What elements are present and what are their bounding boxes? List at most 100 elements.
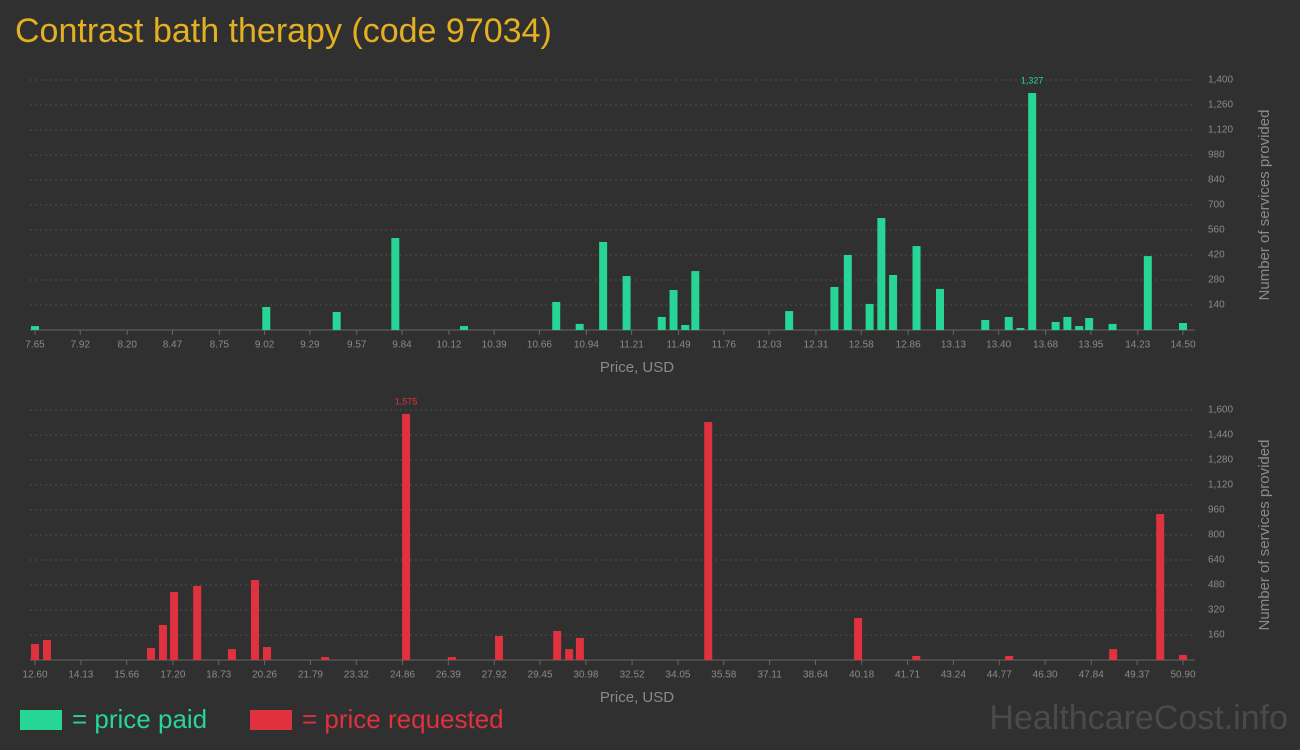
bar — [912, 655, 921, 660]
legend-swatch — [250, 710, 292, 730]
x-tick-label: 23.32 — [344, 670, 369, 681]
x-tick-label: 24.86 — [390, 670, 415, 681]
y-tick-label: 1,280 — [1208, 455, 1233, 466]
x-tick-label: 46.30 — [1033, 670, 1058, 681]
bar — [262, 647, 271, 660]
x-tick-label: 12.58 — [849, 340, 874, 351]
bar — [1028, 93, 1037, 331]
bar — [889, 275, 898, 330]
x-tick-label: 37.11 — [758, 670, 783, 681]
bar — [1085, 318, 1094, 330]
bar — [599, 241, 608, 330]
y-tick-label: 1,120 — [1208, 480, 1233, 491]
x-tick-label: 8.75 — [210, 340, 230, 351]
bar — [332, 311, 341, 330]
legend-label: = price requested — [302, 704, 504, 734]
value-label: 1,327 — [1021, 75, 1044, 85]
bar — [146, 647, 155, 660]
x-tick-label: 13.95 — [1078, 340, 1103, 351]
bar — [657, 316, 666, 330]
y-tick-label: 480 — [1208, 580, 1225, 591]
y-tick-label: 140 — [1208, 300, 1225, 311]
y-tick-label: 640 — [1208, 555, 1225, 566]
x-tick-label: 10.12 — [436, 340, 461, 351]
x-tick-label: 40.18 — [849, 670, 874, 681]
x-tick-label: 10.94 — [574, 340, 599, 351]
legend-label: = price paid — [72, 704, 207, 734]
x-axis-label: Price, USD — [600, 359, 674, 376]
y-tick-label: 1,400 — [1208, 75, 1233, 86]
x-tick-label: 12.86 — [896, 340, 921, 351]
x-tick-label: 18.73 — [206, 670, 231, 681]
bar — [170, 592, 179, 660]
x-tick-label: 17.20 — [160, 670, 185, 681]
bar — [1005, 655, 1014, 660]
x-tick-label: 7.65 — [25, 340, 45, 351]
x-tick-label: 12.60 — [22, 670, 47, 681]
bar — [1108, 323, 1117, 330]
x-tick-label: 9.29 — [300, 340, 320, 351]
x-tick-label: 29.45 — [528, 670, 553, 681]
bar — [704, 422, 713, 660]
bar — [854, 617, 863, 660]
x-tick-label: 26.39 — [436, 670, 461, 681]
x-tick-label: 8.20 — [117, 340, 137, 351]
bar — [31, 644, 39, 660]
y-tick-label: 1,440 — [1208, 430, 1233, 441]
x-tick-label: 20.26 — [252, 670, 277, 681]
y-tick-label: 1,260 — [1208, 100, 1233, 111]
bar — [1109, 649, 1118, 660]
bar — [262, 306, 271, 330]
x-tick-label: 43.24 — [941, 670, 966, 681]
bar — [1075, 326, 1084, 330]
y-tick-label: 1,600 — [1208, 405, 1233, 416]
x-tick-label: 14.13 — [68, 670, 93, 681]
bar — [42, 640, 51, 660]
y-tick-label: 960 — [1208, 505, 1225, 516]
x-tick-label: 11.21 — [619, 340, 644, 351]
bar — [622, 276, 631, 330]
x-axis-label: Price, USD — [600, 689, 674, 706]
y-tick-label: 280 — [1208, 275, 1225, 286]
x-tick-label: 11.76 — [712, 340, 737, 351]
y-tick-label: 160 — [1208, 630, 1225, 641]
x-tick-label: 13.40 — [986, 340, 1011, 351]
x-tick-label: 32.52 — [620, 670, 645, 681]
x-tick-label: 9.02 — [255, 340, 275, 351]
bar — [553, 630, 562, 660]
bar — [691, 271, 700, 330]
x-tick-label: 30.98 — [573, 670, 598, 681]
x-tick-label: 10.39 — [482, 340, 507, 351]
page-title: Contrast bath therapy (code 97034) — [15, 12, 552, 50]
bar — [575, 323, 584, 330]
bar — [830, 286, 839, 330]
bar — [865, 303, 874, 330]
y-axis-label: Number of services provided — [1256, 110, 1273, 301]
bar — [1156, 514, 1165, 660]
y-tick-label: 700 — [1208, 200, 1225, 211]
watermark: HealthcareCost.info — [989, 699, 1288, 737]
x-tick-label: 7.92 — [71, 340, 91, 351]
bar — [552, 301, 561, 330]
x-tick-label: 14.50 — [1170, 340, 1195, 351]
bar — [193, 585, 202, 660]
value-label: 1,575 — [395, 396, 418, 406]
x-tick-label: 21.79 — [298, 670, 323, 681]
bar — [1051, 321, 1060, 330]
bar — [877, 218, 886, 330]
legend-swatch — [20, 710, 62, 730]
x-tick-label: 47.84 — [1079, 670, 1104, 681]
x-tick-label: 8.47 — [163, 340, 183, 351]
y-tick-label: 800 — [1208, 530, 1225, 541]
bar — [912, 246, 921, 330]
bar — [669, 290, 678, 330]
bar — [1143, 256, 1152, 330]
x-tick-label: 41.71 — [895, 670, 920, 681]
y-tick-label: 1,120 — [1208, 125, 1233, 136]
x-tick-label: 15.66 — [114, 670, 139, 681]
bar — [843, 255, 852, 330]
x-tick-label: 35.58 — [711, 670, 736, 681]
x-tick-label: 13.13 — [941, 340, 966, 351]
